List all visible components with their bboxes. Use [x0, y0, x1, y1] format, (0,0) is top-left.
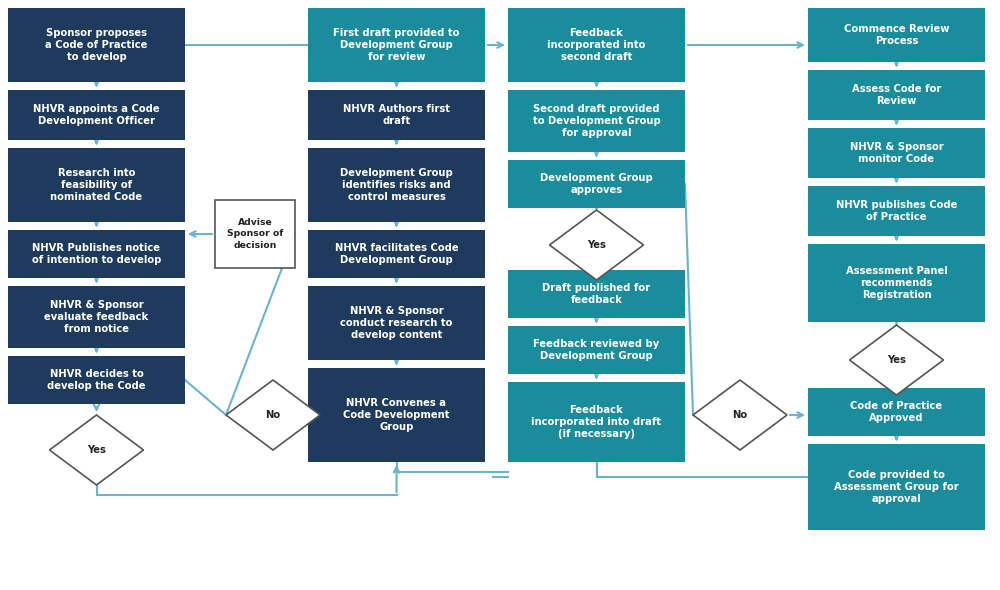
FancyBboxPatch shape	[808, 244, 985, 322]
FancyBboxPatch shape	[308, 148, 485, 222]
FancyBboxPatch shape	[808, 186, 985, 236]
Text: Code provided to
Assessment Group for
approval: Code provided to Assessment Group for ap…	[834, 470, 959, 504]
Polygon shape	[850, 325, 944, 395]
Polygon shape	[550, 210, 644, 280]
Text: Research into
feasibility of
nominated Code: Research into feasibility of nominated C…	[50, 168, 143, 202]
Text: NHVR facilitates Code
Development Group: NHVR facilitates Code Development Group	[335, 243, 458, 265]
Text: NHVR Publishes notice
of intention to develop: NHVR Publishes notice of intention to de…	[32, 243, 161, 265]
FancyBboxPatch shape	[8, 356, 185, 404]
FancyBboxPatch shape	[808, 8, 985, 62]
Text: First draft provided to
Development Group
for review: First draft provided to Development Grou…	[333, 28, 460, 63]
Text: Development Group
identifies risks and
control measures: Development Group identifies risks and c…	[340, 168, 453, 202]
FancyBboxPatch shape	[508, 270, 685, 318]
Text: Yes: Yes	[587, 240, 606, 250]
Text: No: No	[265, 410, 281, 420]
Text: NHVR publishes Code
of Practice: NHVR publishes Code of Practice	[836, 200, 957, 222]
Polygon shape	[693, 380, 787, 450]
Text: Second draft provided
to Development Group
for approval: Second draft provided to Development Gro…	[533, 104, 660, 139]
Text: NHVR Convenes a
Code Development
Group: NHVR Convenes a Code Development Group	[343, 398, 450, 432]
Text: Yes: Yes	[887, 355, 906, 365]
FancyBboxPatch shape	[508, 8, 685, 82]
FancyBboxPatch shape	[508, 160, 685, 208]
FancyBboxPatch shape	[808, 444, 985, 530]
Text: Sponsor proposes
a Code of Practice
to develop: Sponsor proposes a Code of Practice to d…	[45, 28, 148, 63]
Text: Code of Practice
Approved: Code of Practice Approved	[850, 401, 943, 423]
Text: Draft published for
feedback: Draft published for feedback	[542, 283, 651, 305]
Text: Commence Review
Process: Commence Review Process	[844, 24, 949, 46]
FancyBboxPatch shape	[215, 200, 295, 268]
Text: No: No	[732, 410, 748, 420]
FancyBboxPatch shape	[308, 368, 485, 462]
FancyBboxPatch shape	[808, 128, 985, 178]
FancyBboxPatch shape	[508, 90, 685, 152]
Polygon shape	[226, 380, 320, 450]
FancyBboxPatch shape	[8, 148, 185, 222]
Text: NHVR & Sponsor
conduct research to
develop content: NHVR & Sponsor conduct research to devel…	[340, 306, 453, 340]
Text: NHVR Authors first
draft: NHVR Authors first draft	[343, 104, 450, 126]
FancyBboxPatch shape	[508, 326, 685, 374]
Text: Assess Code for
Review: Assess Code for Review	[852, 84, 941, 106]
FancyBboxPatch shape	[8, 230, 185, 278]
FancyBboxPatch shape	[808, 70, 985, 120]
FancyBboxPatch shape	[508, 382, 685, 462]
Text: NHVR & Sponsor
monitor Code: NHVR & Sponsor monitor Code	[850, 142, 943, 164]
FancyBboxPatch shape	[308, 230, 485, 278]
Text: Advise
Sponsor of
decision: Advise Sponsor of decision	[227, 218, 283, 250]
Text: Development Group
approves: Development Group approves	[540, 173, 653, 195]
Text: Yes: Yes	[87, 445, 106, 455]
FancyBboxPatch shape	[308, 8, 485, 82]
Text: Feedback
incorporated into draft
(if necessary): Feedback incorporated into draft (if nec…	[531, 405, 662, 440]
FancyBboxPatch shape	[8, 286, 185, 348]
Text: NHVR decides to
develop the Code: NHVR decides to develop the Code	[47, 369, 146, 391]
FancyBboxPatch shape	[8, 90, 185, 140]
FancyBboxPatch shape	[308, 90, 485, 140]
FancyBboxPatch shape	[308, 286, 485, 360]
Text: NHVR & Sponsor
evaluate feedback
from notice: NHVR & Sponsor evaluate feedback from no…	[44, 300, 149, 335]
Text: NHVR appoints a Code
Development Officer: NHVR appoints a Code Development Officer	[33, 104, 160, 126]
Text: Assessment Panel
recommends
Registration: Assessment Panel recommends Registration	[846, 266, 947, 300]
Text: Feedback reviewed by
Development Group: Feedback reviewed by Development Group	[533, 339, 660, 361]
FancyBboxPatch shape	[808, 388, 985, 436]
FancyBboxPatch shape	[8, 8, 185, 82]
Polygon shape	[50, 415, 144, 485]
Text: Feedback
incorporated into
second draft: Feedback incorporated into second draft	[547, 28, 646, 63]
